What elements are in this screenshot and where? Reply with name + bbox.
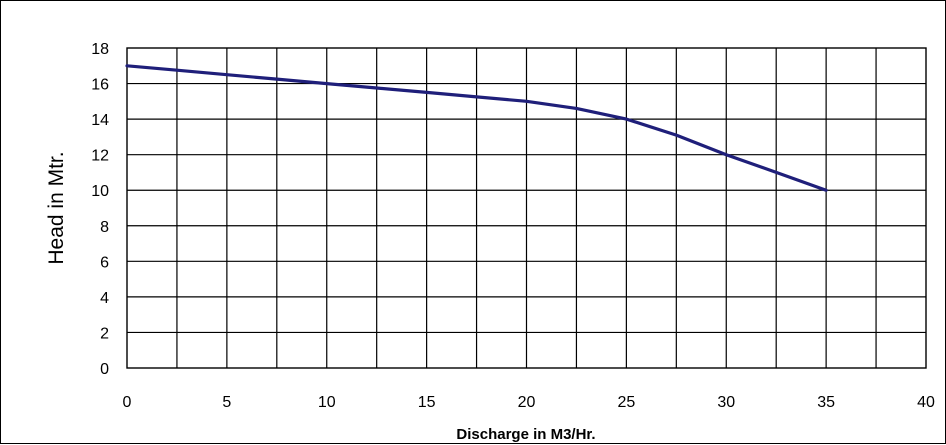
x-tick-label: 0 bbox=[123, 394, 132, 411]
series-layer bbox=[125, 64, 828, 192]
y-tick-label: 16 bbox=[91, 77, 109, 94]
y-tick-label: 2 bbox=[100, 325, 109, 342]
x-tick-labels: 0 5 10 15 20 25 30 35 40 bbox=[123, 394, 935, 411]
x-tick-label: 10 bbox=[318, 394, 336, 411]
y-tick-label: 12 bbox=[91, 148, 109, 165]
y-tick-label: 4 bbox=[100, 290, 109, 307]
x-tick-label: 25 bbox=[617, 394, 635, 411]
x-tick-label: 40 bbox=[917, 394, 935, 411]
y-tick-label: 6 bbox=[100, 254, 109, 271]
y-tick-label: 0 bbox=[100, 361, 109, 378]
y-tick-label: 18 bbox=[91, 41, 109, 58]
y-tick-label: 14 bbox=[91, 112, 109, 129]
y-tick-label: 10 bbox=[91, 183, 109, 200]
x-tick-label: 30 bbox=[717, 394, 735, 411]
y-tick-labels: 0 2 4 6 8 10 12 14 16 18 bbox=[91, 41, 109, 378]
x-tick-label: 5 bbox=[222, 394, 231, 411]
grid-layer bbox=[127, 48, 926, 368]
x-tick-label: 35 bbox=[817, 394, 835, 411]
y-tick-label: 8 bbox=[100, 219, 109, 236]
x-tick-label: 20 bbox=[518, 394, 536, 411]
series-line bbox=[125, 64, 828, 192]
x-axis-title: Discharge in M3/Hr. bbox=[456, 426, 595, 443]
x-tick-label: 15 bbox=[418, 394, 436, 411]
y-axis-title: Head in Mtr. bbox=[45, 151, 68, 264]
plot-area bbox=[126, 47, 927, 369]
